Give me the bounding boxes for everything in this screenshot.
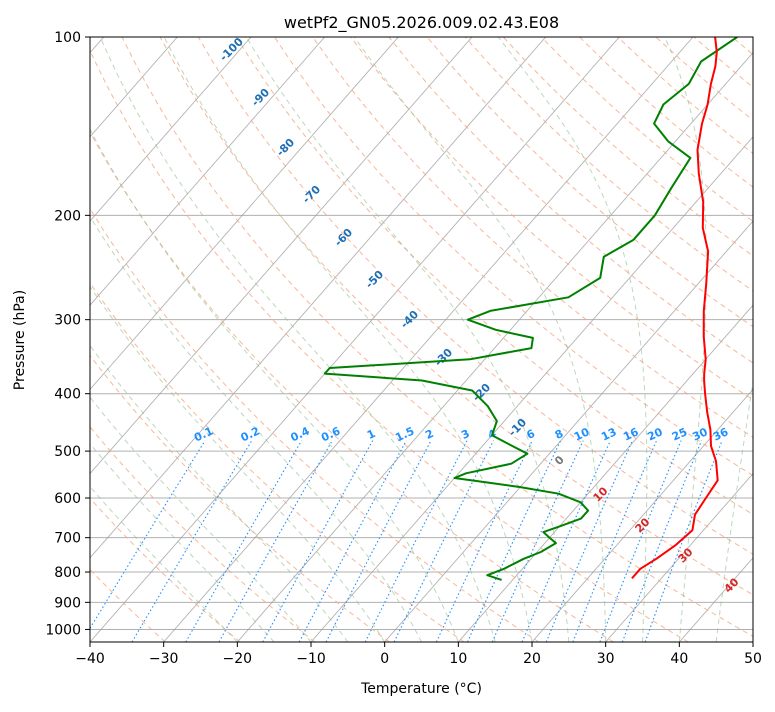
y-tick-label: 300: [54, 313, 81, 329]
y-tick-label: 700: [54, 531, 81, 547]
x-tick-label: −30: [149, 651, 179, 667]
x-tick-label: 20: [523, 651, 541, 667]
y-tick-label: 500: [54, 444, 81, 460]
chart-title: wetPf2_GN05.2026.009.02.43.E08: [284, 13, 559, 33]
x-tick-label: −20: [223, 651, 253, 667]
x-tick-label: 50: [744, 651, 762, 667]
y-tick-label: 1000: [45, 622, 81, 638]
y-tick-label: 600: [54, 491, 81, 507]
x-tick-label: 30: [597, 651, 615, 667]
x-axis-label: Temperature (°C): [360, 681, 482, 697]
y-tick-label: 200: [54, 208, 81, 224]
x-tick-label: 0: [380, 651, 389, 667]
y-tick-label: 100: [54, 30, 81, 46]
x-tick-label: −10: [296, 651, 326, 667]
y-tick-label: 400: [54, 387, 81, 403]
y-tick-label: 800: [54, 565, 81, 581]
x-tick-label: −40: [75, 651, 105, 667]
x-tick-label: 40: [670, 651, 688, 667]
y-tick-label: 900: [54, 595, 81, 611]
y-axis-label: Pressure (hPa): [12, 290, 28, 390]
x-tick-label: 10: [449, 651, 467, 667]
